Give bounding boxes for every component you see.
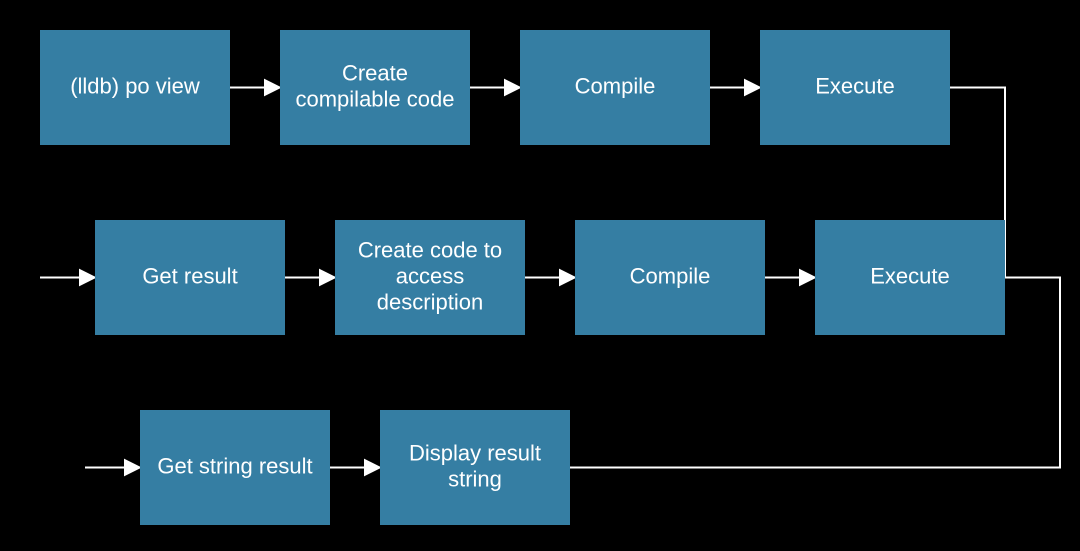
node-label: compilable code (296, 86, 455, 111)
node-n1: (lldb) po view (40, 30, 230, 145)
node-label: Execute (815, 73, 895, 98)
node-label: Display result (409, 440, 541, 465)
node-label: Get result (142, 263, 237, 288)
node-n9: Get string result (140, 410, 330, 525)
node-n5: Get result (95, 220, 285, 335)
node-label: Create code to (358, 237, 502, 262)
node-label: Create (342, 60, 408, 85)
node-n6: Create code toaccessdescription (335, 220, 525, 335)
node-label: Compile (630, 263, 711, 288)
node-n7: Compile (575, 220, 765, 335)
flowchart-canvas: (lldb) po view Createcompilable code Compi… (0, 0, 1080, 551)
node-n8: Execute (815, 220, 1005, 335)
node-label: description (377, 289, 483, 314)
node-label: string (448, 466, 502, 491)
nodes-group: (lldb) po view Createcompilable code Compi… (40, 30, 1005, 525)
node-n3: Compile (520, 30, 710, 145)
node-label: Compile (575, 73, 656, 98)
node-n10: Display resultstring (380, 410, 570, 525)
node-n2: Createcompilable code (280, 30, 470, 145)
node-label: Get string result (157, 453, 312, 478)
node-label: (lldb) po view (70, 73, 200, 98)
node-label: Execute (870, 263, 950, 288)
node-label: access (396, 263, 464, 288)
node-n4: Execute (760, 30, 950, 145)
